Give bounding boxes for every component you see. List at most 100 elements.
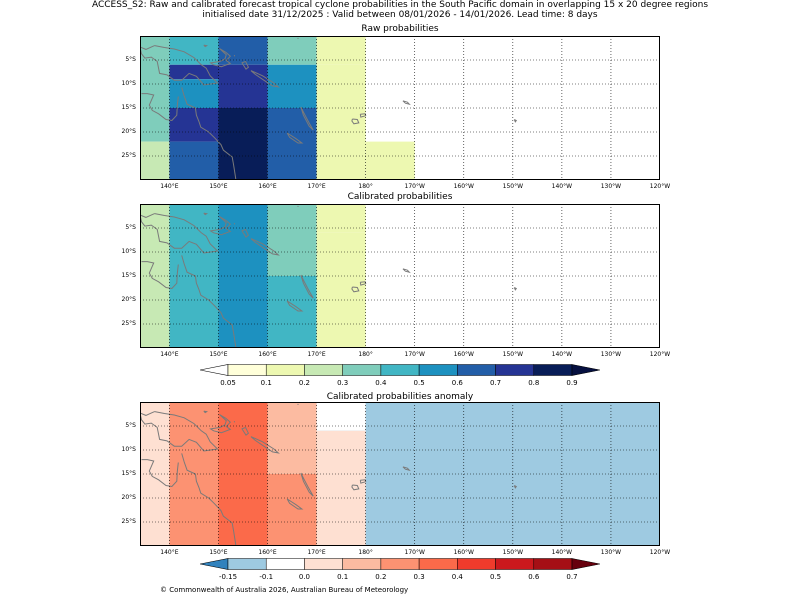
raw-map-lon-label: 160°W	[453, 183, 474, 190]
cal-map-coastline-1	[181, 255, 237, 348]
cal-map-coastline-2	[141, 261, 179, 290]
anom-map-cell-4	[267, 474, 317, 546]
raw-map-frame	[140, 36, 660, 180]
cal-map-cell-5	[316, 204, 366, 233]
anom-cbar-tick-label: 0.7	[566, 573, 578, 581]
prob-cbar-tick-label: 0.6	[451, 379, 463, 387]
cal-map-cell-3	[267, 204, 317, 276]
anom-map-lon-label: 130°W	[600, 549, 622, 556]
anom-cbar-tick-label: -0.1	[259, 573, 274, 581]
anom-map-frame	[140, 402, 660, 546]
raw-map-cell-10	[267, 36, 317, 65]
raw-map-lat-label: 15°S	[121, 104, 136, 111]
anom-map-coastline-4	[241, 426, 250, 436]
anom-map-coastline-8	[351, 484, 360, 491]
raw-map-cell-8	[218, 64, 268, 108]
raw-map-cell-0	[140, 36, 170, 142]
anom-map-coastline-11	[513, 485, 518, 489]
raw-map-lon-label: 180°	[358, 183, 373, 190]
copyright-footer: © Commonwealth of Australia 2026, Austra…	[160, 586, 409, 594]
raw-map-cell-15	[365, 141, 415, 180]
raw-map-coastline-4	[241, 60, 250, 70]
anom-map-coastline-9	[359, 479, 367, 484]
anom-cbar-tick-label: 0.3	[413, 573, 425, 581]
cal-map-coastline-6	[300, 274, 314, 299]
prob-cbar-tick-label: 0.8	[528, 379, 540, 387]
anom-map-coastline-0	[140, 411, 219, 452]
raw-map-lon-label: 170°E	[307, 183, 326, 190]
probability-colorbar	[200, 364, 600, 376]
anom-cbar-tick-label: 0.6	[528, 573, 540, 581]
anom-cbar-under-triangle	[200, 558, 229, 570]
raw-map-coastline-5	[250, 70, 280, 88]
anom-map-coastline-5	[250, 436, 280, 454]
cal-map-lat-label: 5°S	[125, 224, 136, 231]
anom-map-coastline-7	[286, 498, 304, 510]
raw-map-lat-label: 20°S	[121, 128, 136, 135]
anom-map-lon-label: 150°E	[209, 549, 228, 556]
anom-map-coastline-12	[203, 410, 209, 414]
anom-map-lon-label: 140°W	[551, 549, 573, 556]
cal-map-lon-label: 170°W	[404, 351, 425, 358]
anom-map-lat-label: 25°S	[121, 518, 136, 525]
raw-map-coastline-8	[351, 118, 360, 125]
cal-map-lon-label: 160°E	[258, 351, 277, 358]
raw-map-coastline-6	[300, 106, 314, 131]
anom-cbar-over-triangle	[571, 558, 600, 570]
cal-map-lon-label: 170°E	[307, 351, 326, 358]
cal-map-coastline-3	[209, 216, 232, 236]
prob-cbar-tick-label: 0.2	[298, 379, 310, 387]
anom-cbar-swatch-1	[265, 558, 305, 570]
prob-cbar-tick-label: 0.05	[220, 379, 236, 387]
anom-cbar-tick-label: 0.1	[337, 573, 349, 581]
anom-cbar-swatch-4	[380, 558, 420, 570]
raw-map-lon-label: 150°E	[209, 183, 228, 190]
anomaly-colorbar	[200, 558, 600, 570]
raw-map-lon-label: 140°W	[551, 183, 573, 190]
panel-title-raw: Raw probabilities	[361, 24, 439, 34]
prob-cbar-swatch-3	[342, 364, 382, 376]
anom-map-svg	[140, 402, 660, 546]
anom-map-coastline-3	[209, 414, 232, 434]
prob-cbar-tick-label: 0.4	[375, 379, 387, 387]
raw-map-lon-label: 160°E	[258, 183, 277, 190]
raw-map-coastline-3	[209, 48, 232, 68]
cal-map-coastline-5	[250, 238, 280, 256]
cal-map-coastline-10	[402, 268, 411, 274]
raw-map-lat-label: 25°S	[121, 152, 136, 159]
anom-map-lat-label: 10°S	[121, 446, 136, 453]
raw-map-coastline-9	[359, 113, 367, 118]
anom-map-lon-label: 120°W	[649, 549, 671, 556]
cal-map-coastline-9	[359, 281, 367, 286]
raw-map-cell-13	[316, 36, 366, 65]
cal-map-lon-label: 160°W	[453, 351, 474, 358]
raw-map-coastline-12	[203, 44, 209, 48]
prob-cbar-tick-label: 0.7	[489, 379, 502, 387]
prob-cbar-swatch-1	[265, 364, 305, 376]
panel-title-calibrated: Calibrated probabilities	[347, 192, 453, 202]
anom-cbar-tick-label: 0.4	[451, 573, 463, 581]
prob-cbar-swatch-6	[457, 364, 496, 376]
raw-map-lat-label: 5°S	[125, 56, 136, 63]
cal-map-coastline-0	[140, 213, 219, 254]
anom-map-lat-label: 15°S	[121, 470, 136, 477]
cal-map-lon-label: 140°W	[551, 351, 573, 358]
raw-map-lon-label: 120°W	[649, 183, 671, 190]
anom-map-lat-label: 5°S	[125, 422, 136, 429]
prob-cbar-svg	[200, 364, 600, 376]
anom-map-lon-label: 160°W	[453, 549, 474, 556]
prob-cbar-under-triangle	[200, 364, 229, 376]
anom-cbar-swatch-8	[533, 558, 573, 570]
cal-map-cell-4	[267, 276, 317, 348]
prob-cbar-tick-label: 0.1	[260, 379, 272, 387]
raw-map-coastline-1	[181, 87, 237, 180]
figure-title: ACCESS_S2: Raw and calibrated forecast t…	[0, 0, 800, 20]
anom-map-coastline-1	[181, 453, 237, 546]
anom-map-cell-5	[316, 402, 366, 431]
raw-map-coastline-7	[286, 132, 304, 144]
prob-cbar-tick-label: 0.9	[566, 379, 578, 387]
anom-cbar-tick-label: 0.5	[489, 573, 502, 581]
raw-map-lon-label: 140°E	[160, 183, 179, 190]
anom-map-lon-label: 170°E	[307, 549, 326, 556]
prob-cbar-swatch-5	[418, 364, 458, 376]
